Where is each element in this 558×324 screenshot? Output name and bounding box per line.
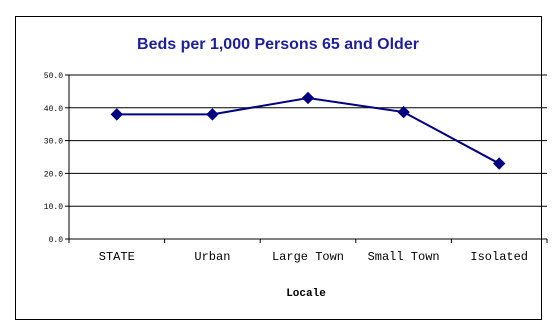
series-markers: [110, 91, 506, 170]
x-axis-label: Locale: [286, 288, 326, 300]
chart-title: Beds per 1,000 Persons 65 and Older: [137, 36, 419, 53]
y-tick-label-3: 30.0: [44, 138, 63, 147]
y-tick-label-2: 20.0: [44, 170, 63, 179]
x-tick-label-0: STATE: [99, 250, 135, 264]
gridlines: [69, 74, 547, 240]
y-tick-label-1: 10.0: [44, 203, 63, 212]
x-tick-label-2: Large Town: [272, 250, 344, 264]
data-point-1: [206, 108, 219, 121]
x-tick-label-1: Urban: [194, 250, 230, 264]
y-tick-label-4: 40.0: [44, 105, 63, 114]
x-tick-label-4: Isolated: [470, 250, 528, 264]
axes: [65, 74, 548, 243]
data-point-3: [397, 105, 410, 119]
data-point-4: [492, 157, 506, 170]
y-tick-labels: 0.0 10.0 20.0 30.0 40.0 50.0: [44, 72, 63, 245]
y-tick-label-5: 50.0: [44, 72, 63, 81]
data-point-0: [110, 108, 124, 121]
chart-frame: [15, 16, 542, 320]
x-tick-labels: STATE Urban Large Town Small Town Isolated: [99, 250, 528, 264]
x-tick-label-3: Small Town: [368, 250, 440, 264]
data-point-2: [301, 91, 315, 105]
y-tick-label-0: 0.0: [49, 236, 64, 245]
